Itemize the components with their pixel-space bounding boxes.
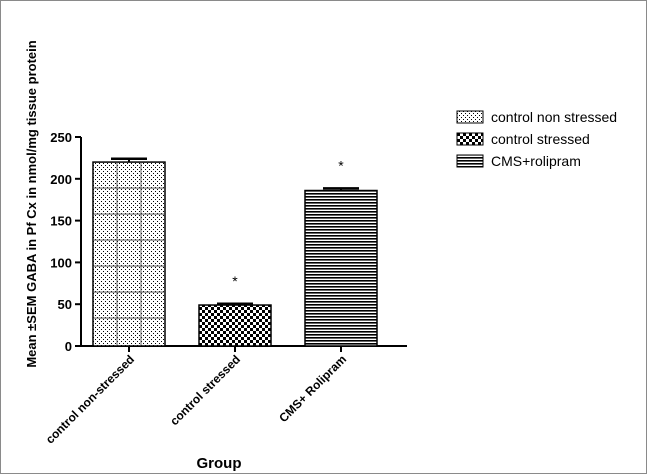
bar (198, 304, 272, 347)
legend-swatch (456, 132, 484, 146)
legend: control non stressed control stressed CMS+… (456, 109, 617, 169)
y-tick-label: 100 (50, 255, 72, 270)
legend-entry: control non stressed (491, 109, 617, 125)
y-tick-label: 150 (50, 214, 72, 229)
y-tick-label: 0 (65, 339, 72, 354)
legend-entry: control stressed (491, 131, 590, 147)
bar (304, 189, 378, 347)
legend-entry: CMS+rolipram (491, 153, 581, 169)
x-axis-label: Group (197, 455, 242, 472)
significance-marker: * (232, 273, 238, 289)
y-tick-label: 250 (50, 130, 72, 145)
legend-swatch (456, 110, 484, 124)
x-tick-label: CMS+ Rolipram (276, 352, 349, 425)
significance-marker: * (338, 157, 344, 173)
y-tick-label: 50 (58, 297, 72, 312)
plot-area: 0 50 100 150 200 250 control non-stressed contr… (43, 130, 407, 447)
x-tick-label: control stressed (167, 352, 243, 428)
y-tick-label: 200 (50, 172, 72, 187)
x-tick-label: control non-stressed (43, 352, 137, 446)
y-axis-label: Mean ±SEM GABA in Pf Cx in nmol/mg tissu… (24, 40, 39, 367)
legend-swatch (456, 154, 484, 168)
bar (92, 161, 166, 347)
